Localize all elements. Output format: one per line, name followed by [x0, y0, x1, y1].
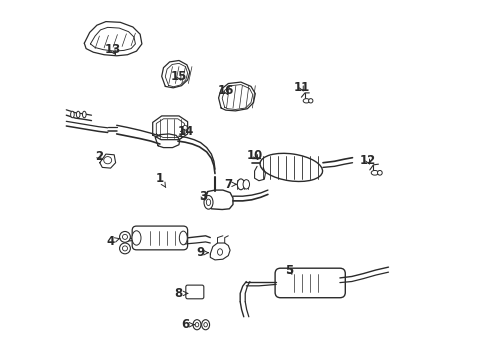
Text: 12: 12: [359, 154, 375, 167]
FancyBboxPatch shape: [185, 285, 203, 299]
Text: 8: 8: [173, 287, 187, 300]
Ellipse shape: [377, 170, 382, 175]
Ellipse shape: [120, 243, 130, 254]
Text: 9: 9: [196, 246, 208, 259]
Ellipse shape: [70, 111, 74, 118]
Text: 11: 11: [293, 81, 309, 94]
Text: 1: 1: [156, 172, 165, 188]
Text: 5: 5: [285, 264, 293, 277]
Ellipse shape: [237, 179, 244, 190]
Ellipse shape: [122, 246, 127, 251]
Text: 16: 16: [217, 84, 233, 97]
Ellipse shape: [370, 170, 378, 175]
Text: 7: 7: [224, 178, 236, 191]
Ellipse shape: [206, 199, 210, 206]
Ellipse shape: [260, 153, 322, 181]
Ellipse shape: [203, 195, 213, 209]
Ellipse shape: [103, 157, 111, 164]
FancyBboxPatch shape: [132, 226, 187, 250]
Text: 6: 6: [181, 318, 194, 331]
Text: 2: 2: [95, 150, 102, 163]
FancyBboxPatch shape: [275, 268, 345, 298]
Text: 3: 3: [199, 190, 207, 203]
Ellipse shape: [193, 320, 201, 330]
Ellipse shape: [217, 249, 222, 255]
Ellipse shape: [183, 125, 187, 130]
Ellipse shape: [203, 323, 207, 327]
Ellipse shape: [308, 99, 312, 103]
Text: 14: 14: [178, 125, 194, 138]
Ellipse shape: [76, 111, 80, 118]
Ellipse shape: [132, 231, 141, 245]
Text: 15: 15: [170, 70, 187, 83]
Ellipse shape: [303, 99, 309, 103]
Text: 13: 13: [104, 43, 120, 56]
Ellipse shape: [243, 180, 249, 189]
Ellipse shape: [82, 111, 86, 118]
Ellipse shape: [195, 323, 199, 327]
Ellipse shape: [179, 231, 187, 245]
Text: 4: 4: [106, 235, 120, 248]
Text: 10: 10: [246, 149, 263, 162]
Ellipse shape: [122, 234, 127, 239]
Ellipse shape: [120, 231, 130, 242]
Ellipse shape: [201, 320, 209, 330]
